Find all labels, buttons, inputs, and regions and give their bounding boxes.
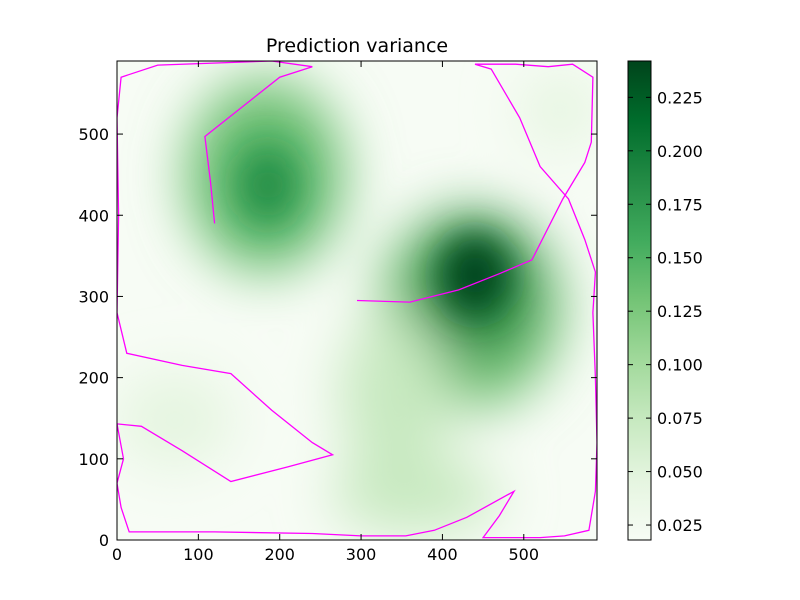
variance-peak-right: [441, 235, 509, 315]
colorbar-tick-label: 0.075: [657, 409, 703, 428]
y-tick-label: 200: [78, 369, 109, 388]
colorbar-tick-label: 0.125: [657, 302, 703, 321]
x-tick-label: 400: [427, 545, 458, 564]
colorbar-tick-label: 0.150: [657, 249, 703, 268]
colorbar-tick-label: 0.175: [657, 195, 703, 214]
variance-blob-left-low: [117, 370, 235, 470]
colorbar-tick-label: 0.050: [657, 463, 703, 482]
y-tick-label: 500: [78, 125, 109, 144]
path-line-1: [117, 61, 335, 483]
x-tick-label: 200: [264, 545, 295, 564]
chart-title: Prediction variance: [266, 35, 448, 57]
colorbar-axis: 0.025 0.050 0.075 0.100 0.125 0.150 0.175 0.200…: [628, 88, 703, 535]
paths-layer: [117, 61, 597, 539]
x-tick-label: 300: [346, 545, 377, 564]
colorbar: [627, 60, 652, 541]
variance-blob-top-right: [520, 70, 597, 150]
x-tick-label: 100: [183, 545, 214, 564]
y-tick-label: 300: [78, 287, 109, 306]
variance-peak-left: [244, 151, 292, 219]
colorbar-tick-label: 0.025: [657, 516, 703, 535]
y-tick-label: 400: [78, 206, 109, 225]
x-tick-label: 0: [112, 545, 122, 564]
x-tick-label: 500: [509, 545, 540, 564]
variance-blob-center: [340, 310, 450, 480]
y-tick-label: 0: [99, 531, 109, 550]
variance-core: [244, 151, 509, 315]
y-axis: 0 100 200 300 400 500: [78, 125, 597, 550]
variance-field: [117, 70, 597, 533]
y-tick-label: 100: [78, 450, 109, 469]
colorbar-tick-label: 0.225: [657, 88, 703, 107]
path-line-2: [117, 63, 597, 539]
x-axis: 0 100 200 300 400 500: [112, 61, 539, 564]
plot-frame: [116, 60, 598, 541]
colorbar-tick-label: 0.100: [657, 356, 703, 375]
variance-blob-bottom: [330, 457, 500, 533]
colorbar-tick-label: 0.200: [657, 142, 703, 161]
heatmap-area: [117, 61, 597, 540]
